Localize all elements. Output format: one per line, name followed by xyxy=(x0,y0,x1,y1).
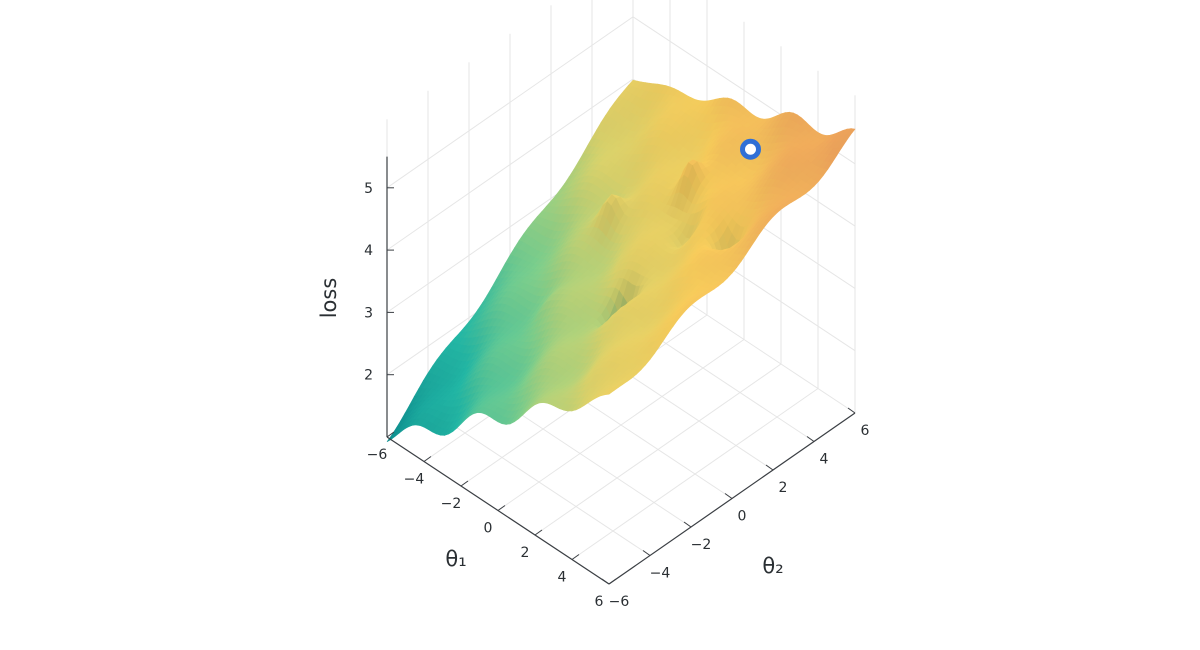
x-tick-label: −2 xyxy=(441,496,462,512)
surface-cell xyxy=(603,390,615,396)
x-tick-label: 2 xyxy=(521,545,530,561)
x-tick-label: 6 xyxy=(595,594,604,610)
y-tick-label: −6 xyxy=(609,594,630,610)
y-tick-label: 2 xyxy=(779,480,788,496)
y-tick-mark xyxy=(806,436,815,442)
y-tick-label: −2 xyxy=(691,537,712,553)
floor-gridline-y xyxy=(427,408,651,556)
y-tick-mark xyxy=(765,464,774,471)
x-tick-label: −6 xyxy=(367,447,388,463)
x-tick-mark xyxy=(534,529,543,536)
y-tick-mark xyxy=(601,578,610,585)
x-tick-mark xyxy=(571,554,580,560)
y-tick-mark xyxy=(724,493,733,499)
axes-layer: −6 −4 −2 0 2 4 6 −6 −4 −2 0 2 4 6 2 3 4 5 xyxy=(364,156,870,610)
x-axis-title: θ₁ xyxy=(445,547,466,571)
z-tick-label: 5 xyxy=(364,181,373,197)
marker-layer xyxy=(740,138,761,160)
z-tick-label: 2 xyxy=(364,368,373,384)
y-tick-label: −4 xyxy=(650,566,671,582)
z-tick-label: 3 xyxy=(364,305,373,321)
x-tick-label: 4 xyxy=(558,570,567,586)
z-axis-title: loss xyxy=(317,278,341,319)
loss-surface xyxy=(386,79,856,443)
y-tick-mark xyxy=(642,550,651,556)
y-tick-label: 0 xyxy=(738,509,747,525)
y-tick-label: 4 xyxy=(820,452,829,468)
x-tick-label: 0 xyxy=(484,521,493,537)
x-tick-mark xyxy=(423,456,432,462)
x-tick-label: −4 xyxy=(404,472,425,488)
x-tick-mark xyxy=(460,480,469,487)
y-tick-mark xyxy=(683,521,692,528)
x-tick-mark xyxy=(497,505,506,511)
x-tick-mark xyxy=(386,431,395,438)
y-tick-label: 6 xyxy=(861,423,870,439)
y-axis-title: θ₂ xyxy=(762,554,783,578)
z-tick-label: 4 xyxy=(364,243,373,259)
current-point-marker xyxy=(740,138,761,160)
y-tick-mark xyxy=(847,407,856,414)
